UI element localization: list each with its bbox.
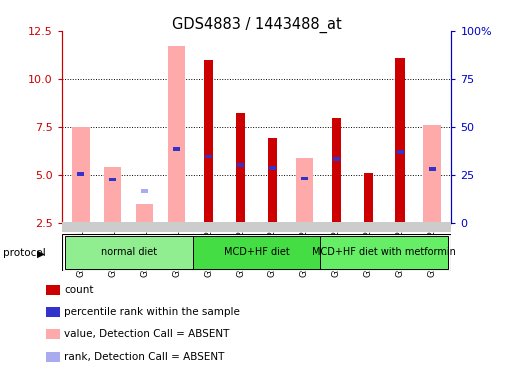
Text: count: count	[64, 285, 94, 295]
Text: normal diet: normal diet	[101, 247, 157, 257]
Bar	[429, 167, 436, 171]
Bar	[331, 118, 341, 223]
Bar	[141, 189, 148, 193]
Text: MCD+HF diet: MCD+HF diet	[224, 247, 289, 257]
Bar	[333, 157, 340, 161]
Text: value, Detection Call = ABSENT: value, Detection Call = ABSENT	[64, 329, 229, 339]
Text: GDS4883 / 1443488_at: GDS4883 / 1443488_at	[172, 17, 341, 33]
Bar	[364, 173, 373, 223]
Bar	[136, 204, 153, 223]
Bar	[235, 113, 245, 223]
Bar	[423, 125, 441, 223]
Text: MCD+HF diet with metformin: MCD+HF diet with metformin	[312, 247, 456, 257]
Bar	[269, 166, 276, 170]
Bar	[168, 46, 185, 223]
Bar	[77, 172, 84, 176]
Bar	[321, 236, 448, 269]
Bar	[104, 167, 122, 223]
Text: percentile rank within the sample: percentile rank within the sample	[64, 307, 240, 317]
Bar	[192, 236, 321, 269]
Text: protocol: protocol	[3, 248, 45, 258]
Bar	[173, 147, 180, 151]
Bar	[65, 236, 192, 269]
Bar	[72, 127, 90, 223]
Bar	[268, 138, 278, 223]
Bar	[396, 58, 405, 223]
Text: rank, Detection Call = ABSENT: rank, Detection Call = ABSENT	[64, 352, 225, 362]
Text: ▶: ▶	[37, 248, 45, 258]
Bar	[301, 177, 308, 180]
Bar	[237, 163, 244, 167]
Bar	[109, 177, 116, 182]
Bar	[205, 154, 212, 158]
Bar	[295, 159, 313, 223]
Bar	[204, 60, 213, 223]
Bar	[62, 234, 451, 271]
Bar	[397, 150, 404, 154]
